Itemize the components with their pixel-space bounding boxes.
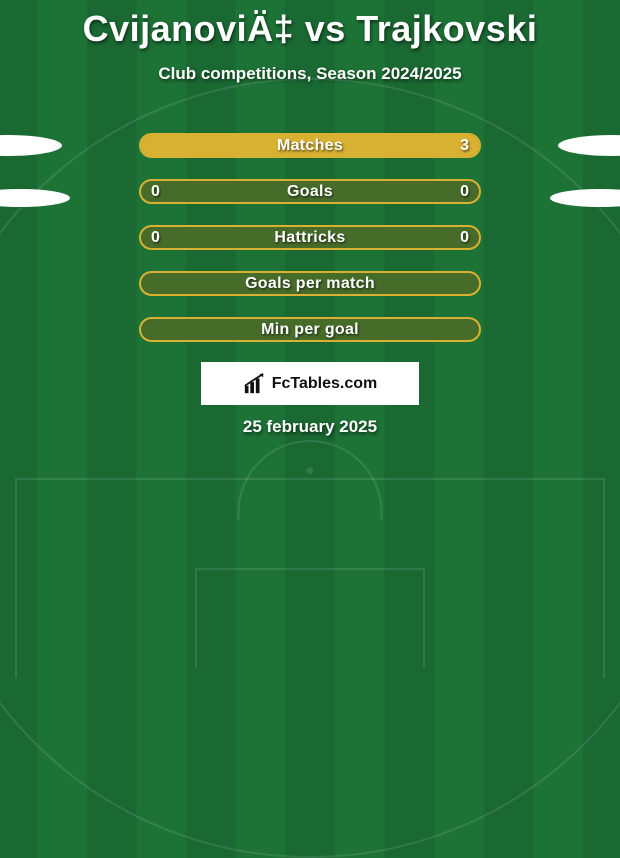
pitch-box-inner	[195, 568, 425, 668]
stat-label: Hattricks	[141, 229, 479, 247]
stat-label: Min per goal	[141, 321, 479, 339]
stat-row: Min per goal	[139, 317, 481, 342]
page-title: CvijanoviÄ‡ vs Trajkovski	[0, 8, 620, 50]
logo-box: FcTables.com	[201, 362, 419, 405]
stat-row: 00Hattricks	[139, 225, 481, 250]
logo-text: FcTables.com	[272, 375, 378, 393]
stat-label: Goals	[141, 183, 479, 201]
stat-label: Goals per match	[141, 275, 479, 293]
stat-row: 3Matches	[139, 133, 481, 158]
stat-rows: 3Matches 00Goals 00Hattricks Goals per matc…	[139, 133, 481, 363]
decor-ellipse-left-1	[0, 135, 62, 156]
logo-chart-icon	[243, 373, 265, 395]
stat-label: Matches	[141, 137, 479, 155]
decor-ellipse-right-1	[558, 135, 620, 156]
date-label: 25 february 2025	[0, 417, 620, 437]
stat-row: 00Goals	[139, 179, 481, 204]
stat-row: Goals per match	[139, 271, 481, 296]
